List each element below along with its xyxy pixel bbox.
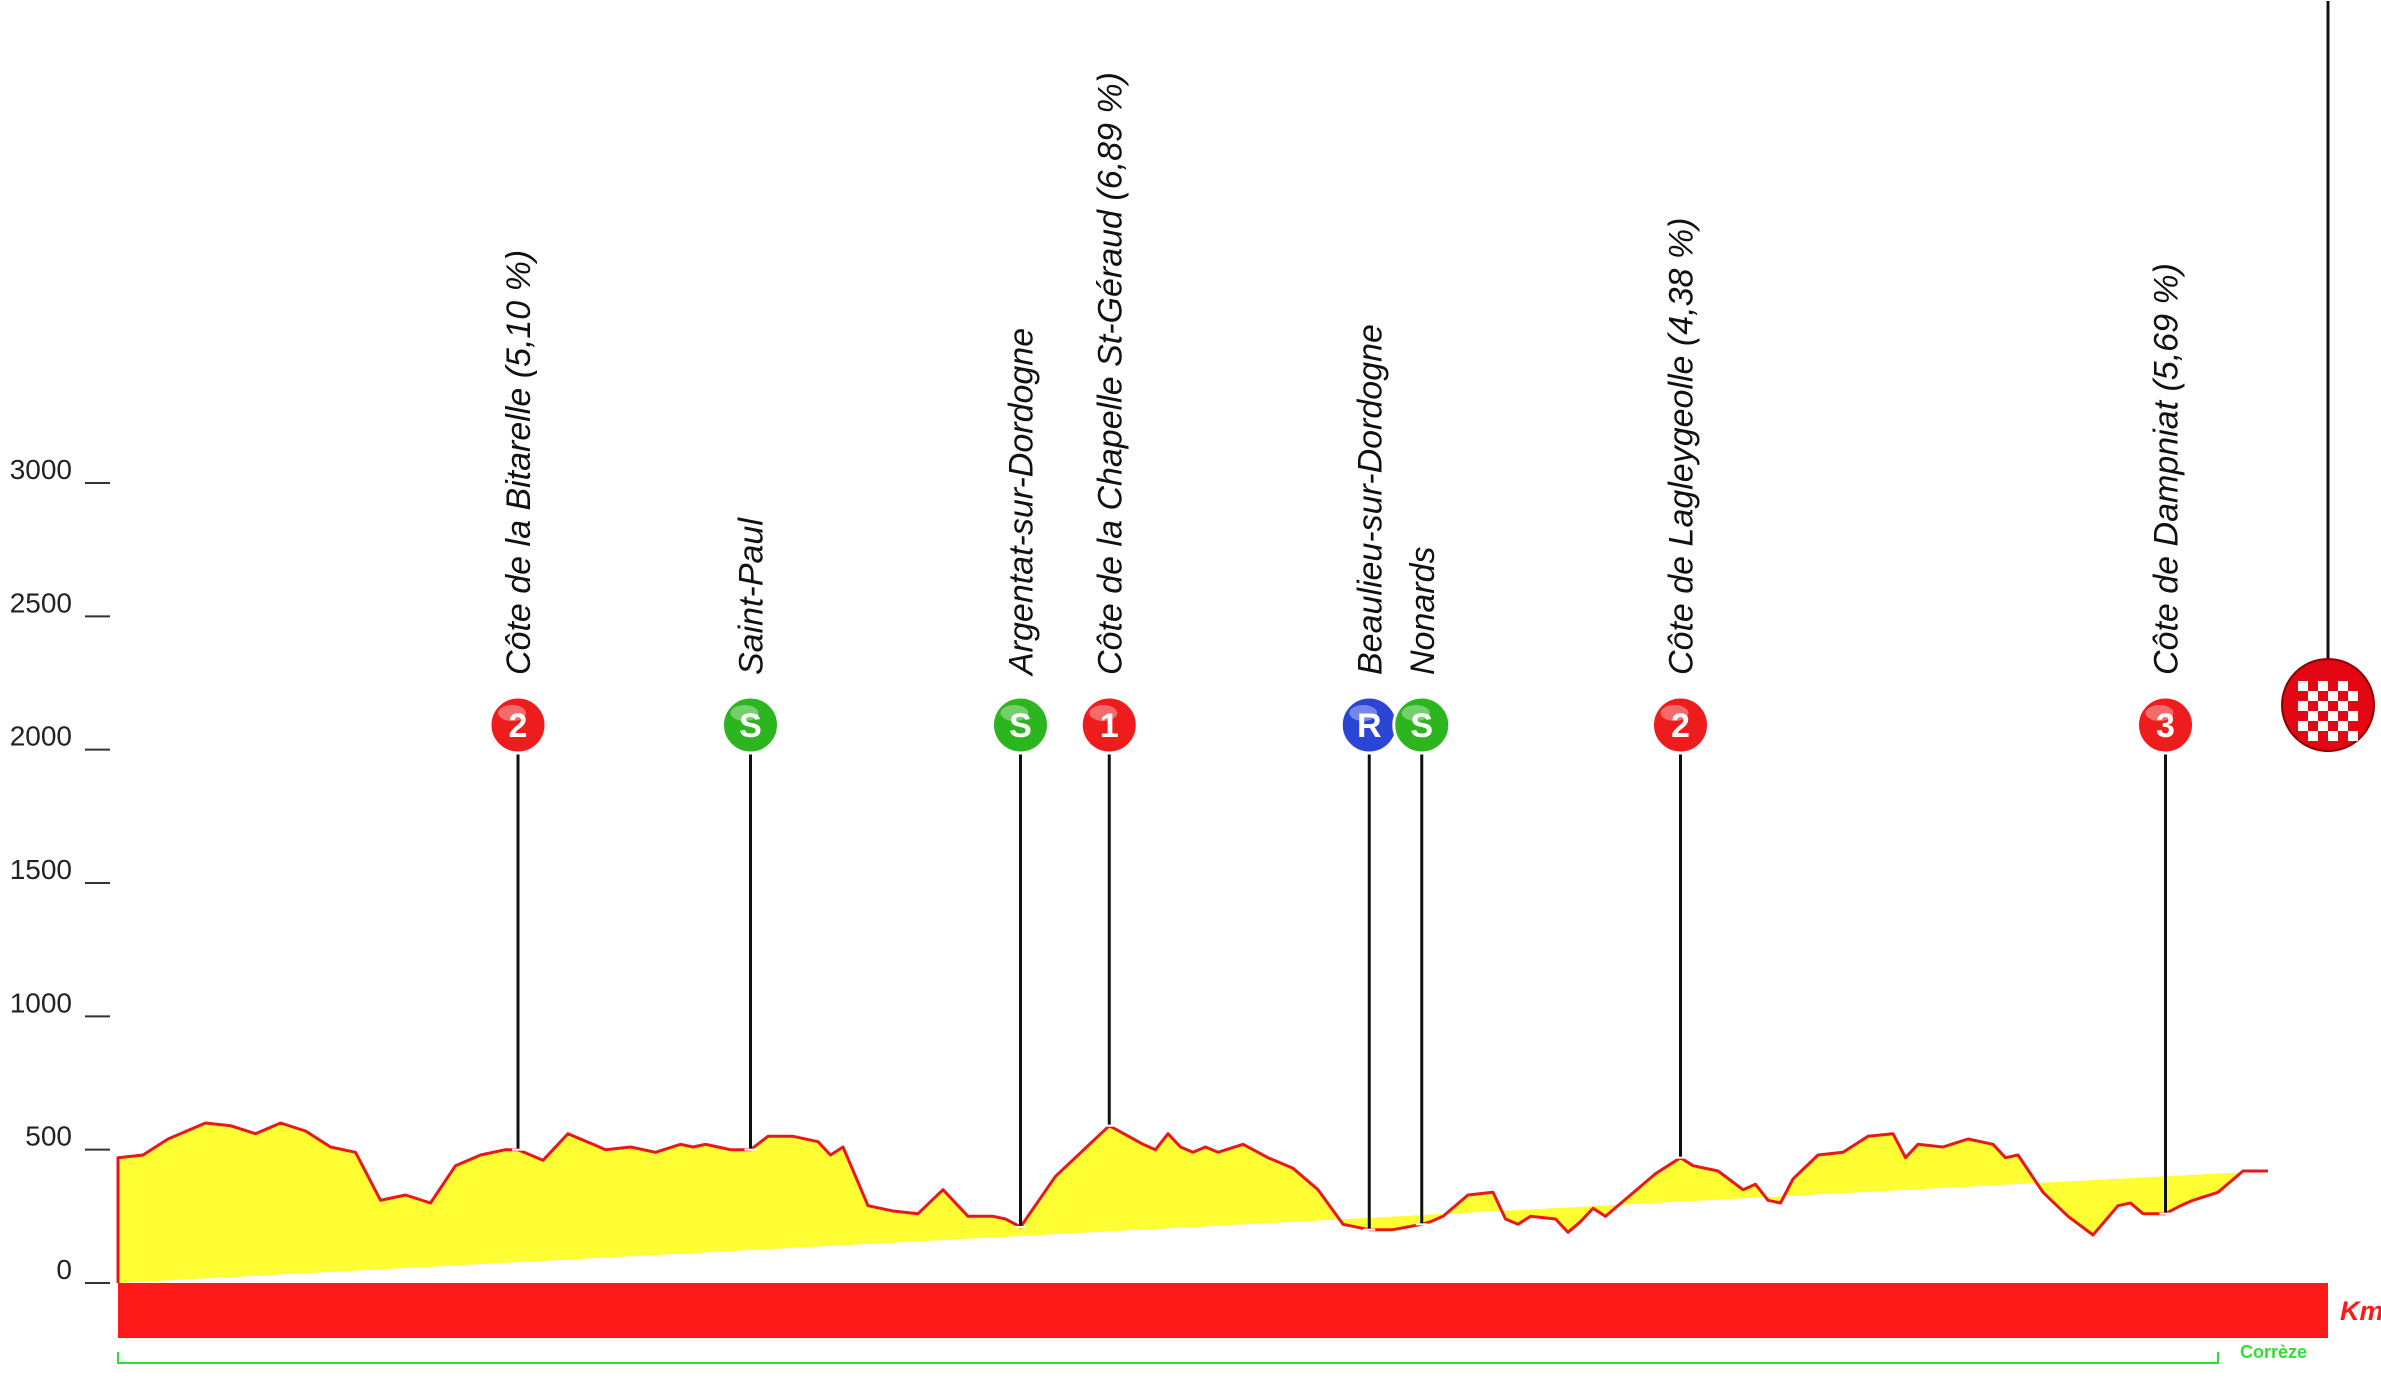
- waypoint-label: Beaulieu-sur-Dordogne: [1351, 324, 1389, 675]
- y-axis: 0 500 1000 1500 2000 2500 3000: [10, 454, 110, 1285]
- finish-flag-cell: [2348, 701, 2358, 711]
- finish-flag-cell: [2298, 681, 2308, 691]
- marker-sprint-icon: [991, 695, 1050, 755]
- elevation-area: [118, 1123, 2268, 1283]
- y-tick-label: 1500: [10, 854, 72, 885]
- marker-sprint-icon: [721, 695, 780, 755]
- marker-climb-icon: [2136, 695, 2195, 755]
- finish-flag-cell: [2338, 711, 2348, 721]
- finish-flag-cell: [2338, 691, 2348, 701]
- finish-flag-cell: [2308, 721, 2318, 731]
- waypoint-label: Côte de la Chapelle St-Géraud (6,89 %): [1091, 72, 1129, 675]
- finish-flag-cell: [2328, 731, 2338, 741]
- marker-gloss: [1000, 705, 1029, 721]
- finish-flag-cell: [2328, 681, 2338, 691]
- distance-band-bar: [118, 1283, 2328, 1338]
- marker-text: 2: [509, 707, 528, 745]
- y-tick-label: 2500: [10, 587, 72, 618]
- region-label: Corrèze: [2240, 1342, 2307, 1362]
- waypoint-label: Saint-Paul: [733, 517, 771, 675]
- finish-flag-cell: [2298, 721, 2308, 731]
- marker-text: 1: [1100, 707, 1119, 745]
- elevation-profile: [116, 1121, 2268, 1283]
- y-tick-label: 1000: [10, 987, 72, 1018]
- marker-gloss: [730, 705, 759, 721]
- y-tick-label: 0: [56, 1254, 72, 1285]
- marker-gloss: [2145, 705, 2174, 721]
- finish-flag-cell: [2328, 711, 2338, 721]
- finish-flag-cell: [2348, 711, 2358, 721]
- y-tick-label: 500: [25, 1121, 72, 1152]
- finish-flag-cell: [2328, 701, 2338, 711]
- finish-flag-cell: [2338, 721, 2348, 731]
- finish-flag-cell: [2348, 721, 2358, 731]
- finish-flag-cell: [2338, 701, 2348, 711]
- finish-flag-cell: [2308, 701, 2318, 711]
- region-bracket-line: [117, 1352, 2219, 1364]
- finish-flag-cell: [2308, 731, 2318, 741]
- waypoint-9: 176,8: [2281, 0, 2375, 1326]
- marker-text: 3: [2156, 707, 2175, 745]
- finish-flag-cell: [2308, 681, 2318, 691]
- marker-sprint-icon: [1392, 695, 1452, 755]
- marker-climb-icon: [488, 695, 548, 755]
- finish-flag-cell: [2318, 681, 2328, 691]
- marker-gloss: [1089, 705, 1118, 721]
- finish-flag-cell: [2298, 701, 2308, 711]
- elevation-line: [116, 1121, 2268, 1283]
- finish-flag-cell: [2318, 731, 2328, 741]
- finish-flag-cell: [2318, 691, 2328, 701]
- waypoint-label: Argentat-sur-Dordogne: [1003, 328, 1041, 677]
- marker-text: R: [1357, 707, 1382, 745]
- finish-flag-cell: [2348, 691, 2358, 701]
- waypoint-label: Côte de Lagleygeolle (4,38 %): [1663, 218, 1701, 675]
- region-bracket: Corrèze: [117, 1342, 2307, 1364]
- finish-flag-cell: [2338, 681, 2348, 691]
- marker-gloss: [498, 705, 526, 721]
- finish-flag-cell: [2338, 731, 2348, 741]
- finish-flag-cell: [2308, 711, 2318, 721]
- finish-flag-cell: [2318, 701, 2328, 711]
- finish-flag-cell: [2318, 721, 2328, 731]
- marker-gloss: [1401, 705, 1430, 721]
- finish-flag-cell: [2298, 711, 2308, 721]
- y-tick-label: 3000: [10, 454, 72, 485]
- marker-gloss: [1349, 705, 1378, 721]
- finish-flag-cell: [2328, 691, 2338, 701]
- finish-flag-cell: [2348, 681, 2358, 691]
- marker-text: S: [739, 707, 762, 745]
- waypoint-label: Côte de Dampniat (5,69 %): [2148, 263, 2186, 675]
- finish-flag-cell: [2348, 731, 2358, 741]
- finish-flag-cell: [2298, 691, 2308, 701]
- finish-flag-cell: [2298, 731, 2308, 741]
- finish-flag-cell: [2308, 691, 2318, 701]
- marker-climb-icon: [1651, 695, 1710, 755]
- marker-text: S: [1410, 707, 1433, 745]
- waypoint-6: SNonards104,3: [1388, 546, 1456, 1326]
- marker-climb-icon: [1079, 695, 1139, 755]
- finish-flag-cell: [2328, 721, 2338, 731]
- marker-gloss: [1660, 705, 1689, 721]
- marker-text: S: [1009, 707, 1032, 745]
- marker-text: 2: [1671, 707, 1690, 745]
- y-tick-label: 2000: [10, 721, 72, 752]
- waypoint-label: Côte de la Bitarelle (5,10 %): [500, 250, 538, 675]
- distance-unit-label: Km: [2340, 1296, 2381, 1326]
- finish-flag-cell: [2318, 711, 2328, 721]
- waypoint-label: Nonards: [1404, 546, 1442, 675]
- distance-band: Km: [118, 1283, 2381, 1338]
